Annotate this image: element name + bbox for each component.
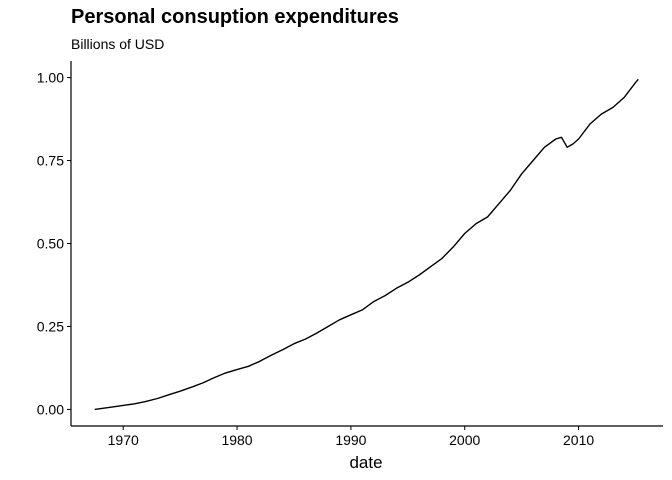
y-axis-ticks: 0.00 0.25 0.50 0.75 1.00 — [37, 70, 71, 417]
series-line — [94, 78, 639, 411]
chart-subtitle: Billions of USD — [71, 36, 165, 52]
x-axis-ticks: 1970 1980 1990 2000 2010 — [108, 426, 594, 448]
y-tick-label: 0.00 — [37, 401, 64, 417]
x-tick-label: 2010 — [563, 432, 594, 448]
y-tick-label: 0.75 — [37, 153, 64, 169]
x-tick-label: 2000 — [449, 432, 480, 448]
y-tick-label: 0.25 — [37, 318, 64, 334]
x-axis-title: date — [349, 453, 382, 472]
y-tick-label: 0.50 — [37, 236, 64, 252]
x-tick-label: 1980 — [221, 432, 252, 448]
x-tick-label: 1970 — [108, 432, 139, 448]
chart-title: Personal consuption expenditures — [71, 6, 399, 28]
y-tick-label: 1.00 — [37, 70, 64, 86]
x-tick-label: 1990 — [335, 432, 366, 448]
